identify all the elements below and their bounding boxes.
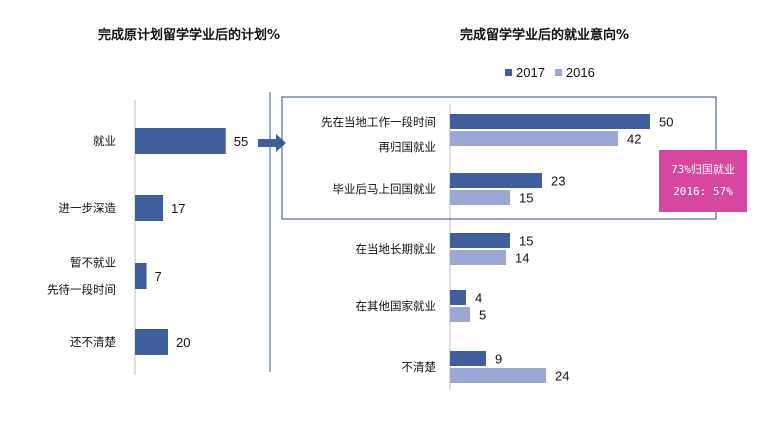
- right-bar-2016-5: [450, 368, 546, 383]
- flow-arrow-icon: [258, 134, 286, 152]
- left-value-label-1: 55: [234, 134, 248, 149]
- right-bar-2016-2: [450, 190, 510, 205]
- right-bar-2017-4: [450, 290, 466, 305]
- callout-line-1: 73%归国就业: [671, 163, 735, 176]
- right-value-label-2017-4: 4: [475, 291, 482, 306]
- right-bar-2016-1: [450, 131, 618, 146]
- legend-label-2017: 2017: [516, 65, 545, 80]
- right-value-label-2017-2: 23: [551, 174, 565, 189]
- left-bar-3: [135, 263, 147, 289]
- right-bar-2016-3: [450, 250, 506, 265]
- right-value-label-2016-2: 15: [519, 191, 533, 206]
- left-category-label-4: 还不清楚: [70, 335, 116, 349]
- right-bar-2017-1: [450, 114, 650, 129]
- right-value-label-2016-5: 24: [555, 369, 569, 384]
- right-bar-2017-5: [450, 351, 486, 366]
- right-category-label-1-line-1: 先在当地工作一段时间: [321, 115, 436, 129]
- left-value-label-2: 17: [171, 201, 185, 216]
- left-chart-title: 完成原计划留学学业后的计划%: [98, 28, 281, 43]
- right-value-label-2017-5: 9: [495, 352, 502, 367]
- right-value-label-2017-1: 50: [659, 115, 673, 130]
- right-value-label-2016-3: 14: [515, 251, 529, 266]
- legend-item-2016: 2016: [554, 65, 595, 80]
- left-value-label-3: 7: [155, 269, 162, 284]
- right-category-label-4: 在其他国家就业: [356, 299, 437, 313]
- right-bar-2016-4: [450, 307, 470, 322]
- legend-swatch-2016: [554, 69, 562, 76]
- right-category-label-3: 在当地长期就业: [356, 242, 437, 256]
- left-category-label-1: 就业: [93, 134, 116, 148]
- right-category-label-2: 毕业后马上回国就业: [333, 182, 437, 196]
- left-bar-4: [135, 329, 168, 355]
- right-chart-title: 完成留学学业后的就业意向%: [460, 28, 630, 43]
- right-value-label-2016-4: 5: [479, 308, 486, 323]
- left-bar-2: [135, 195, 164, 221]
- right-bar-2017-2: [450, 173, 542, 188]
- left-value-label-4: 20: [176, 335, 190, 350]
- right-category-label-5: 不清楚: [402, 360, 437, 374]
- right-value-label-2017-3: 15: [519, 234, 533, 249]
- left-category-label-3-line-1: 暂不就业: [70, 256, 116, 270]
- legend-swatch-2017: [505, 69, 512, 76]
- left-category-label-3-line-2: 先待一段时间: [47, 283, 116, 297]
- legend: 2017 2016: [505, 65, 595, 80]
- left-bar-1: [135, 128, 226, 154]
- return-home-callout: 73%归国就业 2016: 57%: [659, 150, 747, 212]
- left-category-label-2: 进一步深造: [59, 201, 117, 215]
- legend-label-2016: 2016: [565, 65, 595, 80]
- right-value-label-2016-1: 42: [627, 132, 641, 147]
- legend-item-2017: 2017: [505, 65, 545, 80]
- right-bar-2017-3: [450, 233, 510, 248]
- callout-line-2: 2016: 57%: [673, 185, 733, 198]
- right-category-label-1-line-2: 再归国就业: [379, 140, 437, 154]
